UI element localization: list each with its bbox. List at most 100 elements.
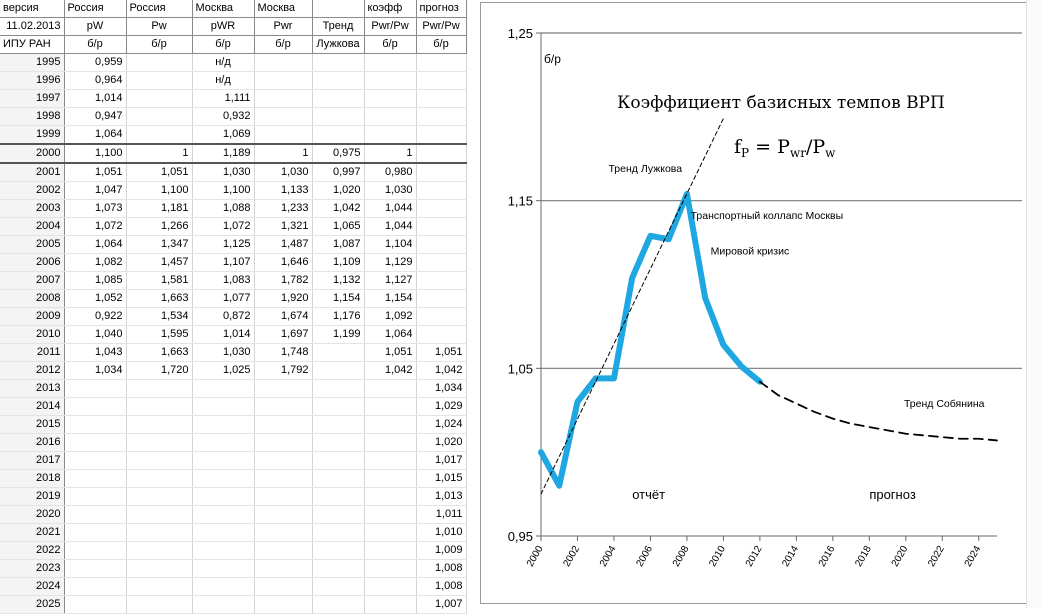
value-cell[interactable]: 1,042 bbox=[416, 362, 466, 380]
value-cell[interactable] bbox=[64, 560, 126, 578]
value-cell[interactable] bbox=[254, 434, 312, 452]
value-cell[interactable] bbox=[416, 182, 466, 200]
value-cell[interactable] bbox=[416, 108, 466, 126]
year-cell[interactable]: 2009 bbox=[0, 308, 64, 326]
value-cell[interactable] bbox=[416, 254, 466, 272]
value-cell[interactable] bbox=[254, 578, 312, 596]
year-cell[interactable]: 1998 bbox=[0, 108, 64, 126]
value-cell[interactable]: 1,087 bbox=[312, 236, 364, 254]
value-cell[interactable]: 0,980 bbox=[364, 163, 416, 182]
value-cell[interactable] bbox=[312, 578, 364, 596]
value-cell[interactable] bbox=[126, 398, 192, 416]
value-cell[interactable]: 1,029 bbox=[416, 398, 466, 416]
value-cell[interactable] bbox=[416, 200, 466, 218]
value-cell[interactable]: 1,092 bbox=[364, 308, 416, 326]
value-cell[interactable]: 1,015 bbox=[416, 470, 466, 488]
value-cell[interactable]: 1,034 bbox=[64, 362, 126, 380]
header-cell[interactable]: б/р bbox=[126, 36, 192, 54]
header-cell[interactable]: Pwr bbox=[254, 18, 312, 36]
value-cell[interactable] bbox=[192, 560, 254, 578]
value-cell[interactable]: 1,010 bbox=[416, 524, 466, 542]
value-cell[interactable]: 1,064 bbox=[364, 326, 416, 344]
header-cell[interactable] bbox=[312, 0, 364, 18]
value-cell[interactable]: н/д bbox=[192, 54, 254, 72]
value-cell[interactable] bbox=[416, 272, 466, 290]
value-cell[interactable] bbox=[312, 596, 364, 614]
header-cell[interactable]: pWR bbox=[192, 18, 254, 36]
value-cell[interactable] bbox=[64, 380, 126, 398]
value-cell[interactable] bbox=[364, 126, 416, 145]
header-cell[interactable]: б/р bbox=[192, 36, 254, 54]
value-cell[interactable] bbox=[416, 236, 466, 254]
value-cell[interactable] bbox=[312, 488, 364, 506]
value-cell[interactable] bbox=[192, 488, 254, 506]
value-cell[interactable]: 1,042 bbox=[312, 200, 364, 218]
value-cell[interactable] bbox=[126, 434, 192, 452]
value-cell[interactable]: 1,534 bbox=[126, 308, 192, 326]
value-cell[interactable] bbox=[64, 524, 126, 542]
value-cell[interactable]: 1,073 bbox=[64, 200, 126, 218]
value-cell[interactable] bbox=[126, 126, 192, 145]
value-cell[interactable]: 1,132 bbox=[312, 272, 364, 290]
value-cell[interactable]: 0,964 bbox=[64, 72, 126, 90]
header-cell[interactable]: 11.02.2013 bbox=[0, 18, 64, 36]
value-cell[interactable] bbox=[192, 380, 254, 398]
value-cell[interactable]: 1,072 bbox=[64, 218, 126, 236]
value-cell[interactable]: 0,975 bbox=[312, 144, 364, 163]
year-cell[interactable]: 1996 bbox=[0, 72, 64, 90]
value-cell[interactable] bbox=[64, 542, 126, 560]
header-cell[interactable]: pW bbox=[64, 18, 126, 36]
value-cell[interactable] bbox=[192, 578, 254, 596]
value-cell[interactable] bbox=[126, 488, 192, 506]
value-cell[interactable] bbox=[364, 72, 416, 90]
value-cell[interactable] bbox=[312, 452, 364, 470]
value-cell[interactable]: 1,008 bbox=[416, 578, 466, 596]
header-cell[interactable]: Pwr/Pw bbox=[364, 18, 416, 36]
value-cell[interactable]: 1,042 bbox=[364, 362, 416, 380]
value-cell[interactable] bbox=[64, 416, 126, 434]
value-cell[interactable] bbox=[312, 126, 364, 145]
value-cell[interactable]: 0,959 bbox=[64, 54, 126, 72]
year-cell[interactable]: 2018 bbox=[0, 470, 64, 488]
value-cell[interactable]: 1,487 bbox=[254, 236, 312, 254]
value-cell[interactable]: 1,100 bbox=[126, 182, 192, 200]
year-cell[interactable]: 2012 bbox=[0, 362, 64, 380]
value-cell[interactable] bbox=[416, 290, 466, 308]
value-cell[interactable]: 1,025 bbox=[192, 362, 254, 380]
value-cell[interactable]: 1,044 bbox=[364, 218, 416, 236]
header-cell[interactable]: Москва bbox=[254, 0, 312, 18]
value-cell[interactable] bbox=[192, 470, 254, 488]
value-cell[interactable] bbox=[416, 126, 466, 145]
value-cell[interactable] bbox=[192, 452, 254, 470]
value-cell[interactable] bbox=[312, 344, 364, 362]
value-cell[interactable] bbox=[364, 596, 416, 614]
value-cell[interactable]: 1,792 bbox=[254, 362, 312, 380]
value-cell[interactable]: 1,321 bbox=[254, 218, 312, 236]
value-cell[interactable]: 1,347 bbox=[126, 236, 192, 254]
year-cell[interactable]: 2004 bbox=[0, 218, 64, 236]
value-cell[interactable]: 1,083 bbox=[192, 272, 254, 290]
value-cell[interactable]: 1,595 bbox=[126, 326, 192, 344]
value-cell[interactable] bbox=[254, 398, 312, 416]
year-cell[interactable]: 2011 bbox=[0, 344, 64, 362]
value-cell[interactable] bbox=[312, 416, 364, 434]
year-cell[interactable]: 2001 bbox=[0, 163, 64, 182]
header-cell[interactable]: Pwr/Pw bbox=[416, 18, 466, 36]
value-cell[interactable] bbox=[254, 380, 312, 398]
value-cell[interactable] bbox=[192, 524, 254, 542]
year-cell[interactable]: 2017 bbox=[0, 452, 64, 470]
value-cell[interactable] bbox=[364, 380, 416, 398]
value-cell[interactable]: 1,266 bbox=[126, 218, 192, 236]
value-cell[interactable] bbox=[364, 54, 416, 72]
value-cell[interactable]: 1,111 bbox=[192, 90, 254, 108]
value-cell[interactable]: 1,069 bbox=[192, 126, 254, 145]
header-cell[interactable]: Лужкова bbox=[312, 36, 364, 54]
year-cell[interactable]: 1997 bbox=[0, 90, 64, 108]
value-cell[interactable]: 1,034 bbox=[416, 380, 466, 398]
value-cell[interactable] bbox=[364, 434, 416, 452]
value-cell[interactable] bbox=[364, 524, 416, 542]
value-cell[interactable] bbox=[312, 362, 364, 380]
value-cell[interactable]: 1,052 bbox=[64, 290, 126, 308]
value-cell[interactable] bbox=[416, 218, 466, 236]
value-cell[interactable]: 1,104 bbox=[364, 236, 416, 254]
